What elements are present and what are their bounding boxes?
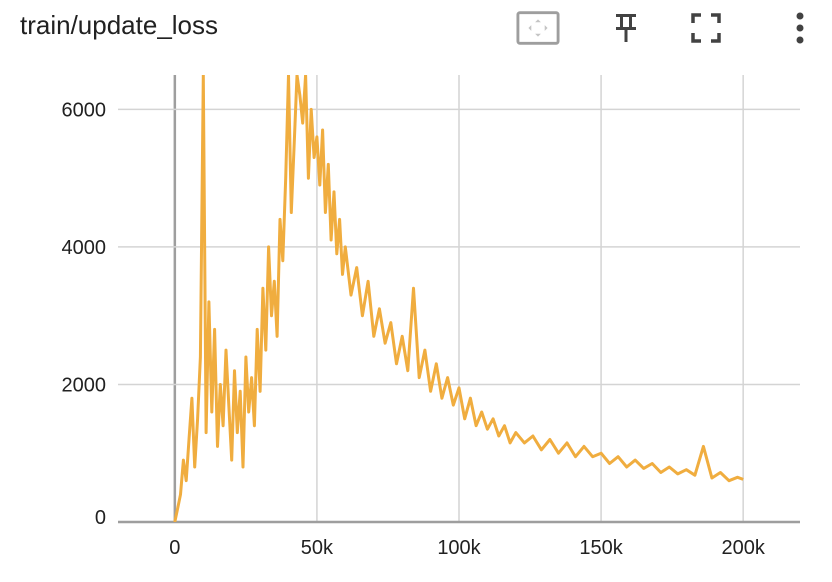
more-options-icon <box>796 12 804 44</box>
series-line-0 <box>173 75 744 522</box>
chart-series <box>173 75 744 522</box>
y-tick-label: 2000 <box>62 374 107 396</box>
x-tick-label: 100k <box>437 537 481 559</box>
chart-toolbar <box>502 8 832 48</box>
more-options-button[interactable] <box>778 8 822 48</box>
y-tick-label: 4000 <box>62 237 107 259</box>
chart-ticks: 0 50k 100k 150k 200k 0 2000 4000 6000 <box>62 99 766 559</box>
chart-grid <box>118 75 800 522</box>
x-tick-label: 200k <box>721 537 765 559</box>
fit-domain-button[interactable] <box>516 8 560 48</box>
y-tick-label: 6000 <box>62 99 107 121</box>
fullscreen-icon <box>691 13 721 43</box>
fullscreen-button[interactable] <box>684 8 728 48</box>
pin-icon <box>616 14 636 42</box>
pin-button[interactable] <box>604 8 648 48</box>
x-tick-label: 150k <box>579 537 623 559</box>
chart-canvas: 0 50k 100k 150k 200k 0 2000 4000 6000 <box>62 75 800 559</box>
fit-domain-icon <box>516 11 560 45</box>
y-tick-label: 0 <box>95 507 106 529</box>
x-tick-label: 50k <box>301 537 334 559</box>
chart-title: train/update_loss <box>20 10 219 40</box>
x-tick-label: 0 <box>169 537 180 559</box>
